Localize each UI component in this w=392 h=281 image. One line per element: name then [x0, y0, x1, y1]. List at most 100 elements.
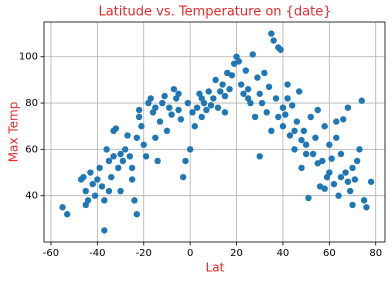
point [98, 183, 106, 190]
point [154, 157, 161, 165]
point [59, 204, 66, 211]
point [179, 173, 187, 181]
point [82, 187, 89, 195]
point [358, 97, 366, 104]
point [193, 104, 201, 111]
point [140, 141, 147, 148]
point [87, 169, 94, 176]
point [242, 67, 250, 74]
point [205, 88, 212, 95]
point [135, 113, 143, 121]
point [353, 157, 361, 165]
point [326, 169, 333, 176]
point [159, 99, 166, 107]
point [156, 118, 164, 125]
point [198, 113, 205, 121]
x-tick-label: -40 [89, 248, 105, 259]
point [261, 69, 268, 77]
point [314, 106, 321, 114]
point [272, 95, 280, 102]
point [142, 153, 150, 160]
point [63, 211, 71, 218]
point [349, 201, 356, 209]
point [217, 88, 224, 95]
point [284, 81, 291, 88]
point [279, 123, 287, 130]
point [108, 173, 115, 181]
point [240, 90, 247, 97]
point [360, 197, 368, 204]
point [326, 141, 333, 148]
point [282, 111, 289, 118]
point [186, 146, 194, 153]
point [333, 134, 340, 141]
point [298, 136, 305, 144]
point [289, 102, 296, 109]
point [221, 92, 229, 100]
point [101, 197, 108, 204]
x-tick-label: -20 [136, 248, 152, 259]
point [119, 157, 127, 165]
point [124, 132, 131, 139]
point [103, 146, 110, 153]
x-tick-label: 0 [187, 248, 193, 259]
point [284, 95, 291, 102]
point [277, 46, 284, 53]
point [256, 90, 263, 97]
point [302, 141, 310, 148]
point [279, 104, 287, 111]
point [254, 74, 261, 81]
point [244, 85, 252, 93]
point [344, 178, 352, 185]
point [128, 176, 136, 183]
point [335, 192, 342, 199]
point [175, 90, 182, 97]
point [275, 113, 282, 121]
point [356, 146, 363, 153]
x-tick-label: 60 [323, 248, 336, 259]
point [135, 106, 143, 114]
point [268, 30, 275, 37]
point [101, 227, 108, 234]
point [110, 153, 117, 160]
point [200, 99, 208, 107]
point [117, 187, 124, 195]
point [295, 88, 303, 95]
point [182, 157, 189, 165]
point [170, 85, 178, 93]
y-tick-label: 80 [25, 98, 38, 109]
point [91, 192, 99, 199]
point [363, 204, 370, 211]
points [59, 30, 375, 234]
point [321, 123, 328, 130]
point [328, 155, 335, 162]
point [168, 111, 175, 118]
point [189, 109, 196, 116]
point [161, 92, 168, 100]
point [293, 118, 301, 125]
point [300, 127, 308, 135]
point [147, 95, 154, 102]
point [347, 187, 354, 195]
point [291, 127, 298, 135]
point [177, 116, 185, 123]
point [286, 132, 294, 139]
point [256, 153, 263, 160]
point [314, 160, 321, 167]
point [237, 81, 245, 88]
point [263, 109, 270, 116]
x-tick-label: 20 [230, 248, 243, 259]
point [312, 134, 319, 141]
point [126, 153, 134, 160]
point [265, 83, 273, 91]
point [121, 146, 129, 153]
point [163, 127, 171, 135]
point [203, 106, 210, 114]
y-tick-label: 40 [25, 191, 38, 202]
point [226, 85, 233, 93]
point [367, 178, 375, 185]
x-tick-label: -60 [43, 248, 59, 259]
point [333, 118, 340, 125]
point [337, 173, 345, 181]
